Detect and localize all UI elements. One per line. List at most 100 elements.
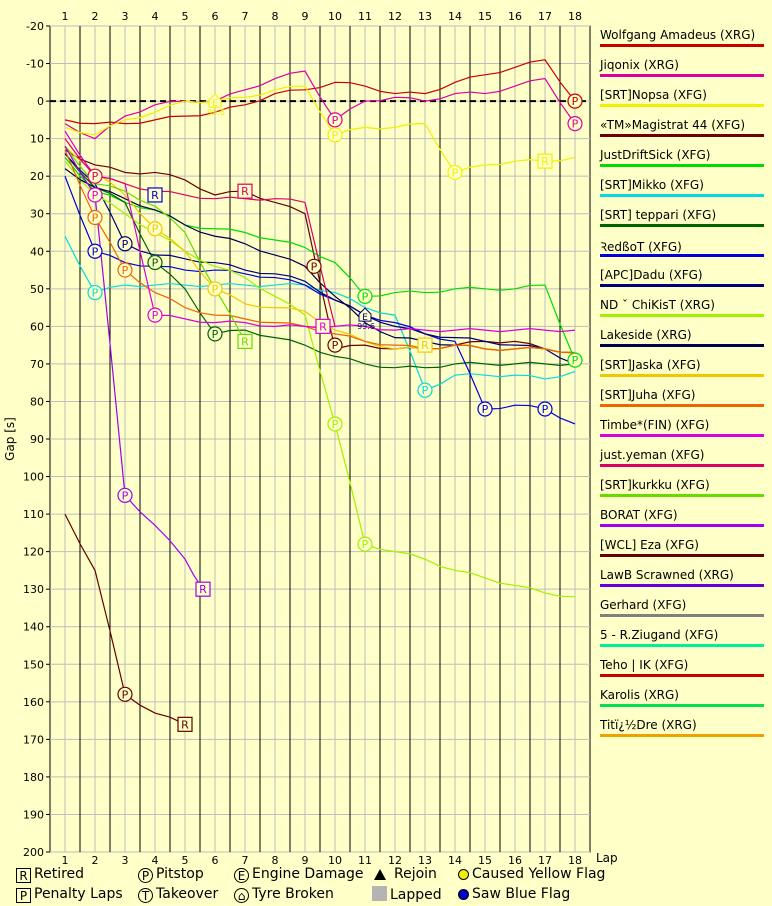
key-engine: E Engine Damage [234, 866, 364, 883]
legend-item: Karolis (XRG) [598, 682, 764, 712]
x-tick-label: 4 [152, 854, 159, 867]
y-tick-label: 200 [23, 846, 44, 859]
pitstop-marker-label: P [122, 264, 129, 277]
pitstop-marker-label: P [152, 309, 159, 322]
retired-marker [237, 183, 253, 199]
engine-damage-value: 99.6 [357, 322, 375, 331]
pitstop-marker [327, 337, 343, 353]
legend-item: Teho | IK (XFG) [598, 652, 764, 682]
pitstop-marker-label: P [311, 260, 318, 273]
x-tick-label: 12 [388, 854, 402, 867]
penalty-marker-label: R [151, 189, 159, 202]
penalty-icon: P [16, 888, 31, 903]
legend-label: [SRT]Mikko (XFG) [600, 178, 704, 192]
pitstop-marker [417, 382, 433, 398]
legend-label: JustDriftSick (XFG) [600, 148, 711, 162]
legend-label: Wolfgang Amadeus (XRG) [600, 28, 756, 42]
legend-swatch [600, 374, 764, 377]
legend-swatch [600, 464, 764, 467]
pitstop-marker [447, 164, 463, 181]
pitstop-marker [537, 401, 553, 417]
engine-damage-icon: E [234, 868, 249, 883]
x-tick-label-top: 12 [388, 10, 402, 23]
pitstop-marker-label: P [152, 257, 159, 270]
legend-swatch [600, 284, 764, 287]
pitstop-marker [357, 536, 373, 552]
legend-item: [SRT]Juha (XFG) [598, 382, 764, 412]
legend-item: Titï¿½Dre (XRG) [598, 712, 764, 742]
pitstop-marker-label: P [92, 189, 99, 202]
legend-swatch [600, 104, 764, 107]
y-tick-label: 160 [23, 696, 44, 709]
rejoin-icon [374, 869, 386, 880]
retired-marker [417, 337, 433, 353]
legend-label: [APC]Dadu (XFG) [600, 268, 703, 282]
pitstop-marker [87, 187, 103, 203]
pitstop-marker [327, 112, 343, 128]
pitstop-marker [567, 93, 583, 109]
key-retired: R Retired [16, 866, 84, 883]
legend-label: LawB Scrawned (XRG) [600, 568, 734, 582]
pitstop-marker [567, 352, 583, 368]
key-blue-flag: Saw Blue Flag [458, 886, 570, 902]
legend-label: Titï¿½Dre (XRG) [600, 718, 697, 732]
engine-damage-marker [208, 93, 222, 108]
legend-item: [SRT]Nopsa (XFG) [598, 82, 764, 112]
pitstop-marker-label: P [122, 489, 129, 502]
legend-swatch [600, 164, 764, 167]
y-tick-label: 90 [30, 433, 44, 446]
retired-marker-label: R [199, 583, 207, 596]
legend-item: BORAT (XFG) [598, 502, 764, 532]
series-line [64, 145, 204, 590]
legend-swatch [600, 134, 764, 137]
y-tick-label: 80 [30, 395, 44, 408]
pitstop-marker-label: P [542, 403, 549, 416]
legend-label: [SRT]Jaska (XFG) [600, 358, 701, 372]
legend-label: Gerhard (XFG) [600, 598, 687, 612]
series-line [64, 59, 576, 125]
key-takeover: T Takeover [138, 886, 218, 903]
pitstop-marker-label: P [362, 538, 369, 551]
legend-label: 5 - R.Ziugand (XFG) [600, 628, 719, 642]
tyre-broken-icon: ⌂ [234, 888, 249, 903]
pitstop-marker [117, 487, 133, 503]
y-tick-label: 110 [23, 508, 44, 521]
legend-label: [SRT]Juha (XFG) [600, 388, 696, 402]
pitstop-marker-label: P [572, 354, 579, 367]
pitstop-marker [357, 288, 373, 304]
retired-marker [195, 581, 211, 597]
key-yellow-flag: Caused Yellow Flag [458, 866, 605, 882]
blue-flag-icon [458, 889, 469, 900]
y-tick-label: 20 [30, 170, 44, 183]
pitstop-marker-label: P [452, 166, 459, 179]
legend-swatch [600, 734, 764, 737]
x-tick-label: 1 [62, 854, 69, 867]
pitstop-marker [567, 116, 583, 132]
x-tick-label: 11 [358, 854, 372, 867]
legend-label: BORAT (XFG) [600, 508, 678, 522]
pitstop-marker-label: P [572, 118, 579, 131]
y-tick-label: 140 [23, 621, 44, 634]
pitstop-marker [477, 401, 493, 417]
pitstop-icon: P [138, 868, 153, 883]
pitstop-marker-label: P [122, 238, 129, 251]
pitstop-marker [87, 168, 103, 184]
series-line [64, 85, 576, 174]
legend-swatch [600, 554, 764, 557]
legend-swatch [600, 224, 764, 227]
y-tick-label: 60 [30, 320, 44, 333]
series-line [64, 157, 576, 361]
legend-swatch [600, 344, 764, 347]
legend-item: [WCL] Eza (XFG) [598, 532, 764, 562]
x-tick-label: 17 [538, 854, 552, 867]
engine-damage-marker-label: E [362, 313, 368, 323]
retired-icon: R [16, 868, 31, 883]
legend-swatch [600, 584, 764, 587]
x-tick-label-top: 6 [212, 10, 219, 23]
retired-marker-label: R [181, 718, 189, 731]
legend-label: ND ˇ ChiKisT (XRG) [600, 298, 715, 312]
x-tick-label-top: 2 [92, 10, 99, 23]
x-tick-label: 3 [122, 854, 129, 867]
x-tick-label-top: 15 [478, 10, 492, 23]
y-tick-label: 180 [23, 771, 44, 784]
